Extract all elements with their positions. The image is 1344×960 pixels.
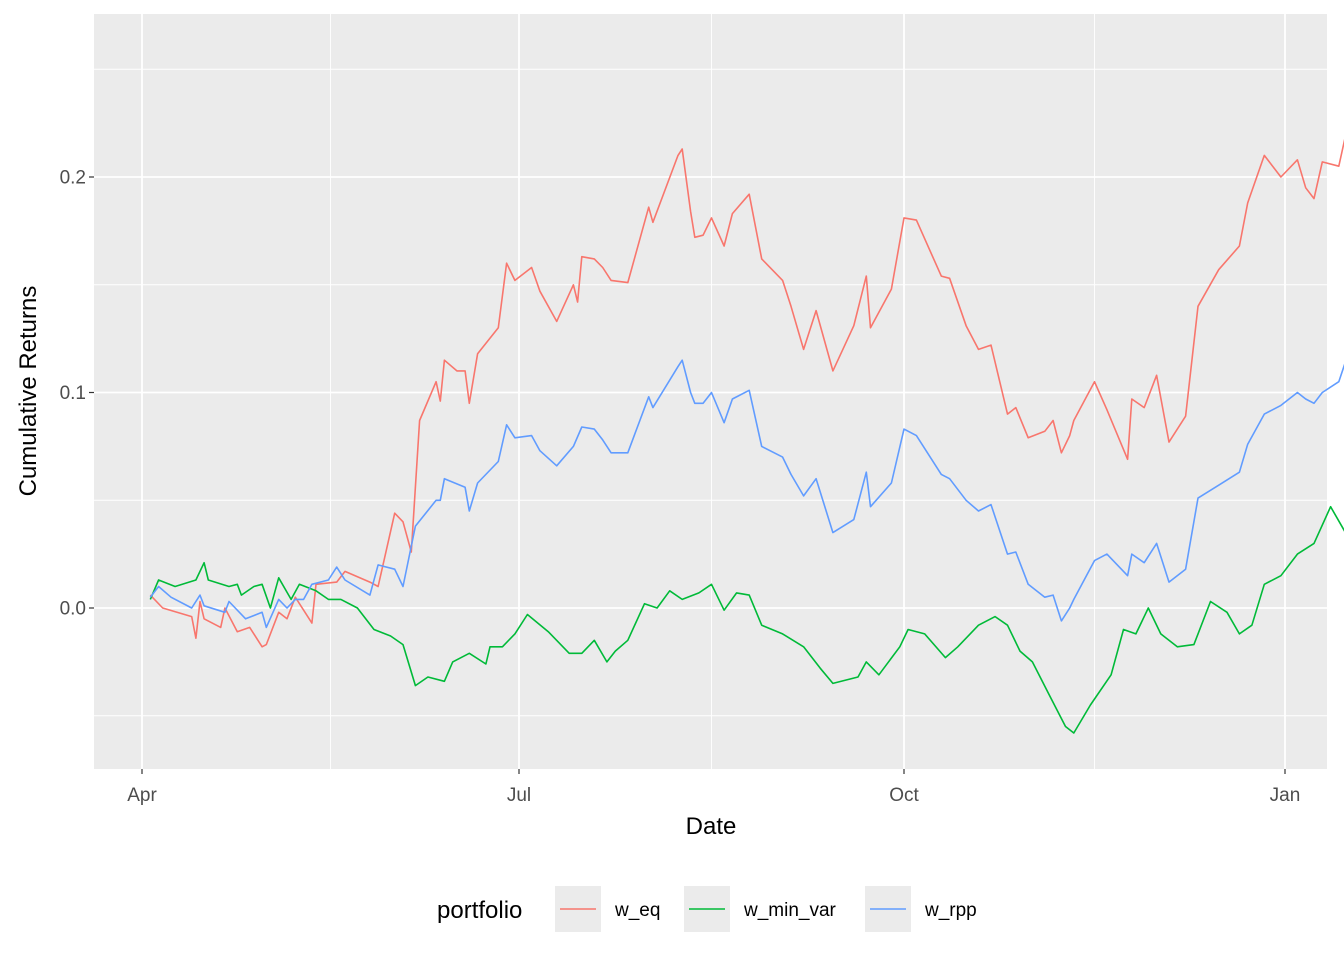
legend-label: w_min_var (743, 900, 837, 921)
series-line-w_min_var (149, 505, 1344, 734)
series-lines (149, 138, 1344, 734)
x-tick-label: Jul (507, 785, 531, 806)
legend: portfolio w_eq w_min_var w_rpp (437, 886, 977, 932)
minor-gridlines (94, 14, 1327, 769)
x-tick-label: Jan (1270, 785, 1301, 806)
x-tick-label: Apr (127, 785, 157, 806)
y-tick-label: 0.1 (60, 383, 86, 404)
legend-label: w_eq (614, 900, 660, 921)
plot-panel (94, 14, 1327, 769)
y-tick-label: 0.2 (60, 168, 86, 189)
legend-label: w_rpp (924, 900, 977, 921)
y-axis: 0.0 0.1 0.2 (60, 168, 94, 620)
x-axis-title: Date (686, 813, 737, 840)
x-axis: Apr Jul Oct Jan (127, 769, 1300, 806)
series-line-w_rpp (149, 359, 1344, 629)
legend-title: portfolio (437, 897, 522, 924)
y-tick-label: 0.0 (60, 599, 86, 620)
x-tick-label: Oct (889, 785, 919, 806)
y-axis-title: Cumulative Returns (15, 286, 42, 497)
